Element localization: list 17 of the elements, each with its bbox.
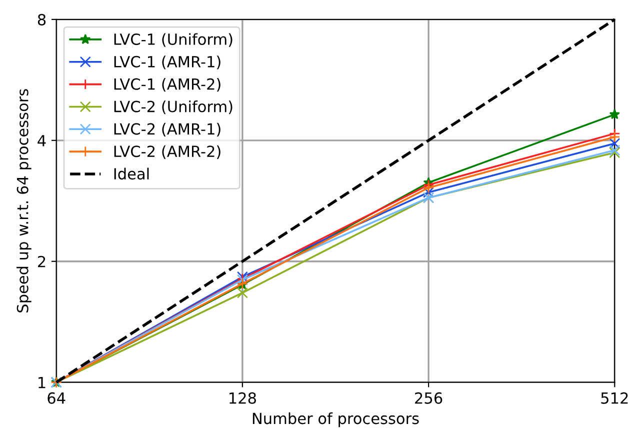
legend-label: LVC-2 (AMR-2) — [114, 145, 220, 159]
x-tick-label: 64 — [48, 392, 66, 404]
legend-label: LVC-1 (Uniform) — [114, 33, 232, 47]
x-tick-label: 128 — [230, 392, 256, 404]
y-tick-label: 2 — [38, 256, 46, 268]
y-tick-label: 4 — [38, 135, 46, 146]
legend-label: LVC-2 (AMR-1) — [114, 122, 220, 137]
x-axis-title: Number of processors — [252, 412, 419, 428]
x-tick-label: 256 — [415, 392, 442, 404]
legend-label: LVC-2 (Uniform) — [114, 100, 232, 114]
legend-label: Ideal — [114, 168, 149, 180]
y-tick-label: 1 — [38, 376, 46, 388]
y-tick-label: 8 — [38, 14, 46, 26]
legend-label: LVC-1 (AMR-2) — [114, 78, 220, 92]
legend-label: LVC-1 (AMR-1) — [114, 56, 220, 70]
x-tick-label: 512 — [601, 392, 628, 404]
y-axis-title: Speed up w.r.t. 64 processors — [16, 89, 32, 312]
